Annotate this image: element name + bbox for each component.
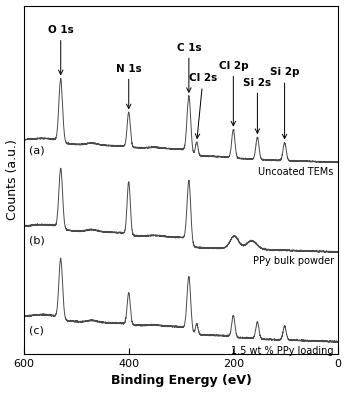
Text: Cl 2p: Cl 2p (219, 61, 248, 126)
Text: PPy bulk powder: PPy bulk powder (253, 257, 334, 266)
Text: N 1s: N 1s (116, 64, 142, 108)
Y-axis label: Counts (a.u.): Counts (a.u.) (6, 140, 18, 220)
Text: Si 2s: Si 2s (243, 77, 271, 133)
Text: (c): (c) (29, 325, 44, 336)
Text: Uncoated TEMs: Uncoated TEMs (259, 167, 334, 176)
Text: 1.5 wt % PPy loading: 1.5 wt % PPy loading (231, 346, 334, 356)
Text: Si 2p: Si 2p (270, 68, 299, 139)
X-axis label: Binding Energy (eV): Binding Energy (eV) (111, 375, 252, 387)
Text: O 1s: O 1s (48, 25, 74, 75)
Text: Cl 2s: Cl 2s (189, 73, 217, 138)
Text: C 1s: C 1s (177, 43, 201, 92)
Text: (a): (a) (29, 146, 45, 156)
Text: (b): (b) (29, 236, 45, 246)
